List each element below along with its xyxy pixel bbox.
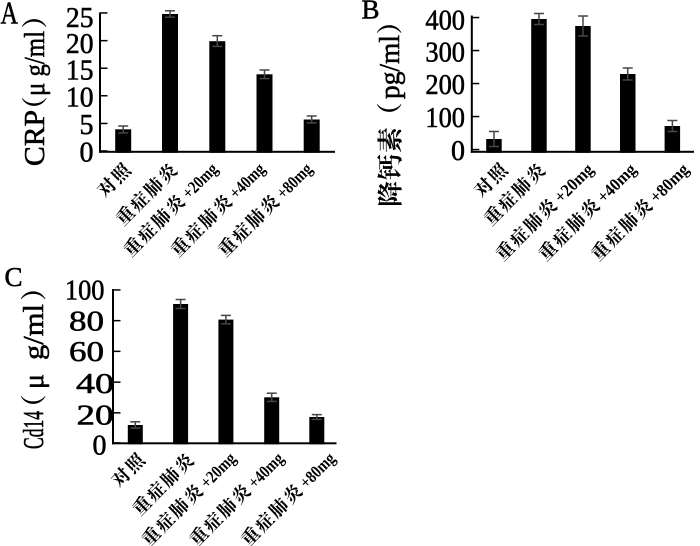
svg-text:A: A <box>1 0 19 31</box>
svg-text:60: 60 <box>69 337 104 368</box>
svg-text:20: 20 <box>77 401 114 432</box>
svg-text:μ g/ml: μ g/ml <box>19 31 51 96</box>
svg-text:25: 25 <box>66 3 94 34</box>
svg-text:pg/ml: pg/ml <box>374 35 406 99</box>
svg-text:Cd14: Cd14 <box>18 411 50 449</box>
svg-text:80: 80 <box>69 306 104 337</box>
svg-text:B: B <box>362 0 380 25</box>
svg-text:100: 100 <box>425 103 465 134</box>
svg-text:CRP: CRP <box>19 110 51 166</box>
svg-text:C: C <box>5 262 23 292</box>
svg-text:5: 5 <box>80 110 94 141</box>
svg-text:0: 0 <box>451 136 465 167</box>
svg-text:400: 400 <box>425 6 465 37</box>
svg-text:g/ml: g/ml <box>18 304 50 360</box>
svg-text:15: 15 <box>66 55 94 86</box>
svg-text:0: 0 <box>93 431 107 462</box>
svg-text:10: 10 <box>66 83 94 114</box>
svg-text:40: 40 <box>76 369 114 400</box>
svg-text:300: 300 <box>425 38 465 69</box>
svg-text:20: 20 <box>66 29 94 60</box>
svg-text:100: 100 <box>65 276 105 307</box>
svg-text:0: 0 <box>80 138 94 169</box>
svg-text:μ: μ <box>18 374 50 389</box>
svg-text:200: 200 <box>425 70 465 101</box>
